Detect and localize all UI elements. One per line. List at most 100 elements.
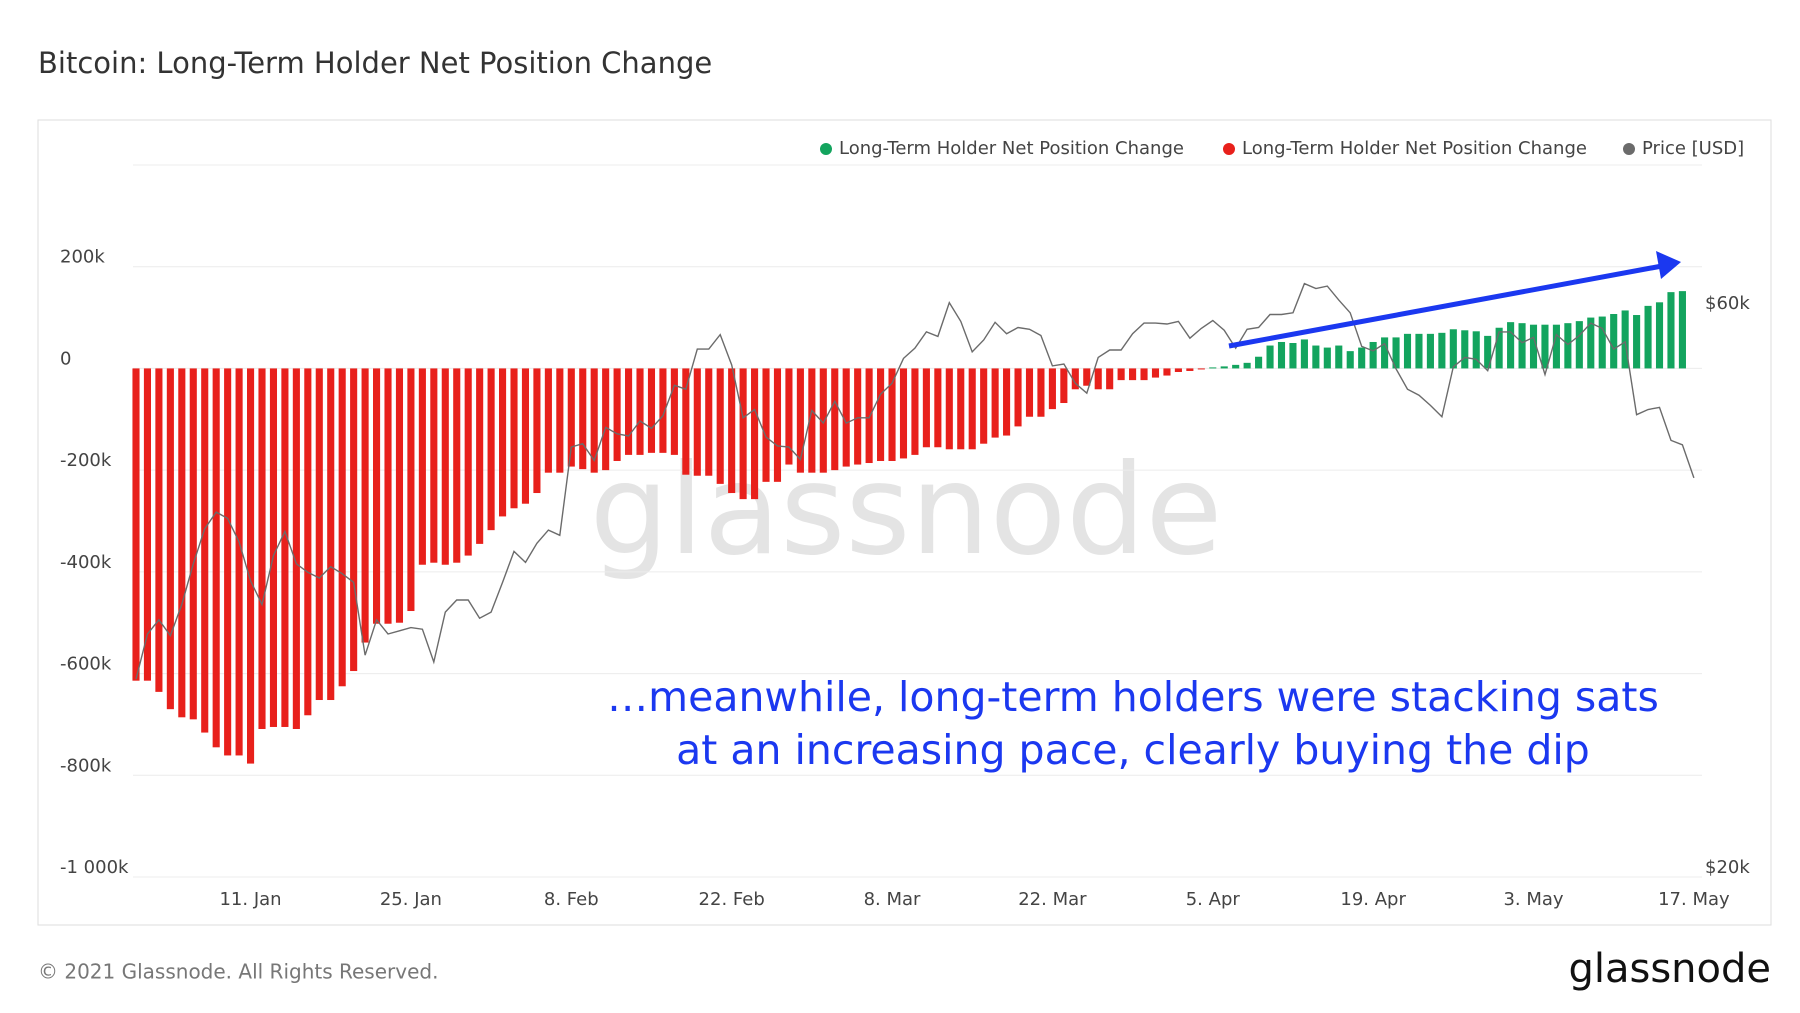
bar (361, 368, 369, 643)
logo: glassnode (1568, 946, 1771, 992)
bar (1346, 351, 1354, 369)
bar (1507, 322, 1515, 369)
y-tick-label: 0 (60, 348, 71, 369)
bar (1621, 310, 1629, 369)
y-tick-label: -200k (60, 450, 112, 471)
bar (1163, 368, 1171, 376)
bar (1186, 368, 1194, 371)
bar (1667, 292, 1675, 369)
bar (705, 368, 713, 476)
bar (1438, 332, 1446, 369)
bar (613, 368, 621, 461)
bar (1381, 337, 1389, 369)
bar (292, 368, 300, 730)
chart-frame (37, 119, 1772, 926)
bar (521, 368, 530, 504)
price-line (135, 282, 1695, 680)
y-tick-label: -600k (60, 654, 112, 675)
bar (269, 368, 278, 727)
bar (647, 368, 656, 453)
bar (418, 368, 426, 565)
bar (395, 368, 404, 623)
bar (1060, 368, 1068, 404)
bar (189, 368, 197, 720)
bar (1495, 327, 1503, 369)
bar (1587, 317, 1595, 369)
bar (235, 368, 243, 756)
legend-label: Long-Term Holder Net Position Change (1242, 138, 1587, 159)
bar (453, 368, 461, 563)
bar (407, 368, 415, 612)
bar (968, 368, 976, 450)
bar (487, 368, 495, 531)
bar (877, 368, 885, 461)
bar (1633, 315, 1641, 369)
annotation: …meanwhile, long-term holders were stack… (607, 673, 1659, 721)
bar (865, 368, 873, 464)
legend-marker (1623, 143, 1635, 155)
bar (1655, 302, 1664, 369)
bar (178, 368, 186, 718)
bar (304, 368, 312, 716)
x-tick-label: 22. Feb (699, 889, 765, 910)
bar (636, 368, 644, 455)
bar (1403, 333, 1412, 369)
bar (1003, 368, 1011, 436)
bar (1449, 329, 1457, 369)
bar (246, 368, 255, 764)
bar (762, 368, 770, 482)
plot: 200k 0 -200k -400k -600k -800k -1 000k $60k $20k… (60, 247, 1750, 910)
bar (716, 368, 724, 484)
y2-tick-label: $20k (1705, 857, 1750, 878)
bar (957, 368, 965, 450)
bar (1277, 341, 1286, 369)
bar (1048, 368, 1056, 410)
bar (350, 368, 358, 672)
y-tick-label: 200k (60, 247, 105, 268)
bar (132, 368, 140, 681)
bar (1232, 364, 1240, 369)
bar (980, 368, 988, 444)
bar (1415, 333, 1423, 369)
x-tick-label: 22. Mar (1018, 889, 1087, 910)
bar (441, 368, 449, 565)
bar (1094, 368, 1102, 390)
bar (212, 368, 220, 748)
bar (796, 368, 804, 473)
y-tick-label: -1 000k (60, 857, 129, 878)
bar (338, 368, 346, 687)
legend-marker (820, 143, 832, 155)
bar (808, 368, 816, 473)
bar (1037, 368, 1045, 417)
bar (1426, 333, 1434, 369)
bar (1484, 335, 1492, 369)
bar (1117, 368, 1125, 381)
bar (1541, 324, 1549, 369)
bar (556, 368, 564, 473)
bar (991, 368, 999, 438)
bar (682, 368, 690, 475)
bar (659, 368, 667, 453)
bar (831, 368, 839, 471)
bar (1552, 324, 1560, 369)
bar (602, 368, 610, 471)
bar (670, 368, 678, 455)
copyright: © 2021 Glassnode. All Rights Reserved. (38, 960, 438, 984)
bar (854, 368, 862, 465)
bar (1312, 345, 1320, 369)
bar (1014, 368, 1022, 427)
bar (1174, 368, 1182, 372)
bar (1564, 323, 1572, 369)
bar (315, 368, 323, 701)
bar (533, 368, 541, 494)
bar (201, 368, 209, 733)
x-tick-label: 25. Jan (380, 889, 442, 910)
bar (1335, 345, 1343, 369)
bar (327, 368, 335, 701)
bar (143, 368, 152, 681)
bar (166, 368, 174, 710)
bar (258, 368, 266, 730)
bar (430, 368, 438, 563)
bar (1518, 323, 1526, 369)
